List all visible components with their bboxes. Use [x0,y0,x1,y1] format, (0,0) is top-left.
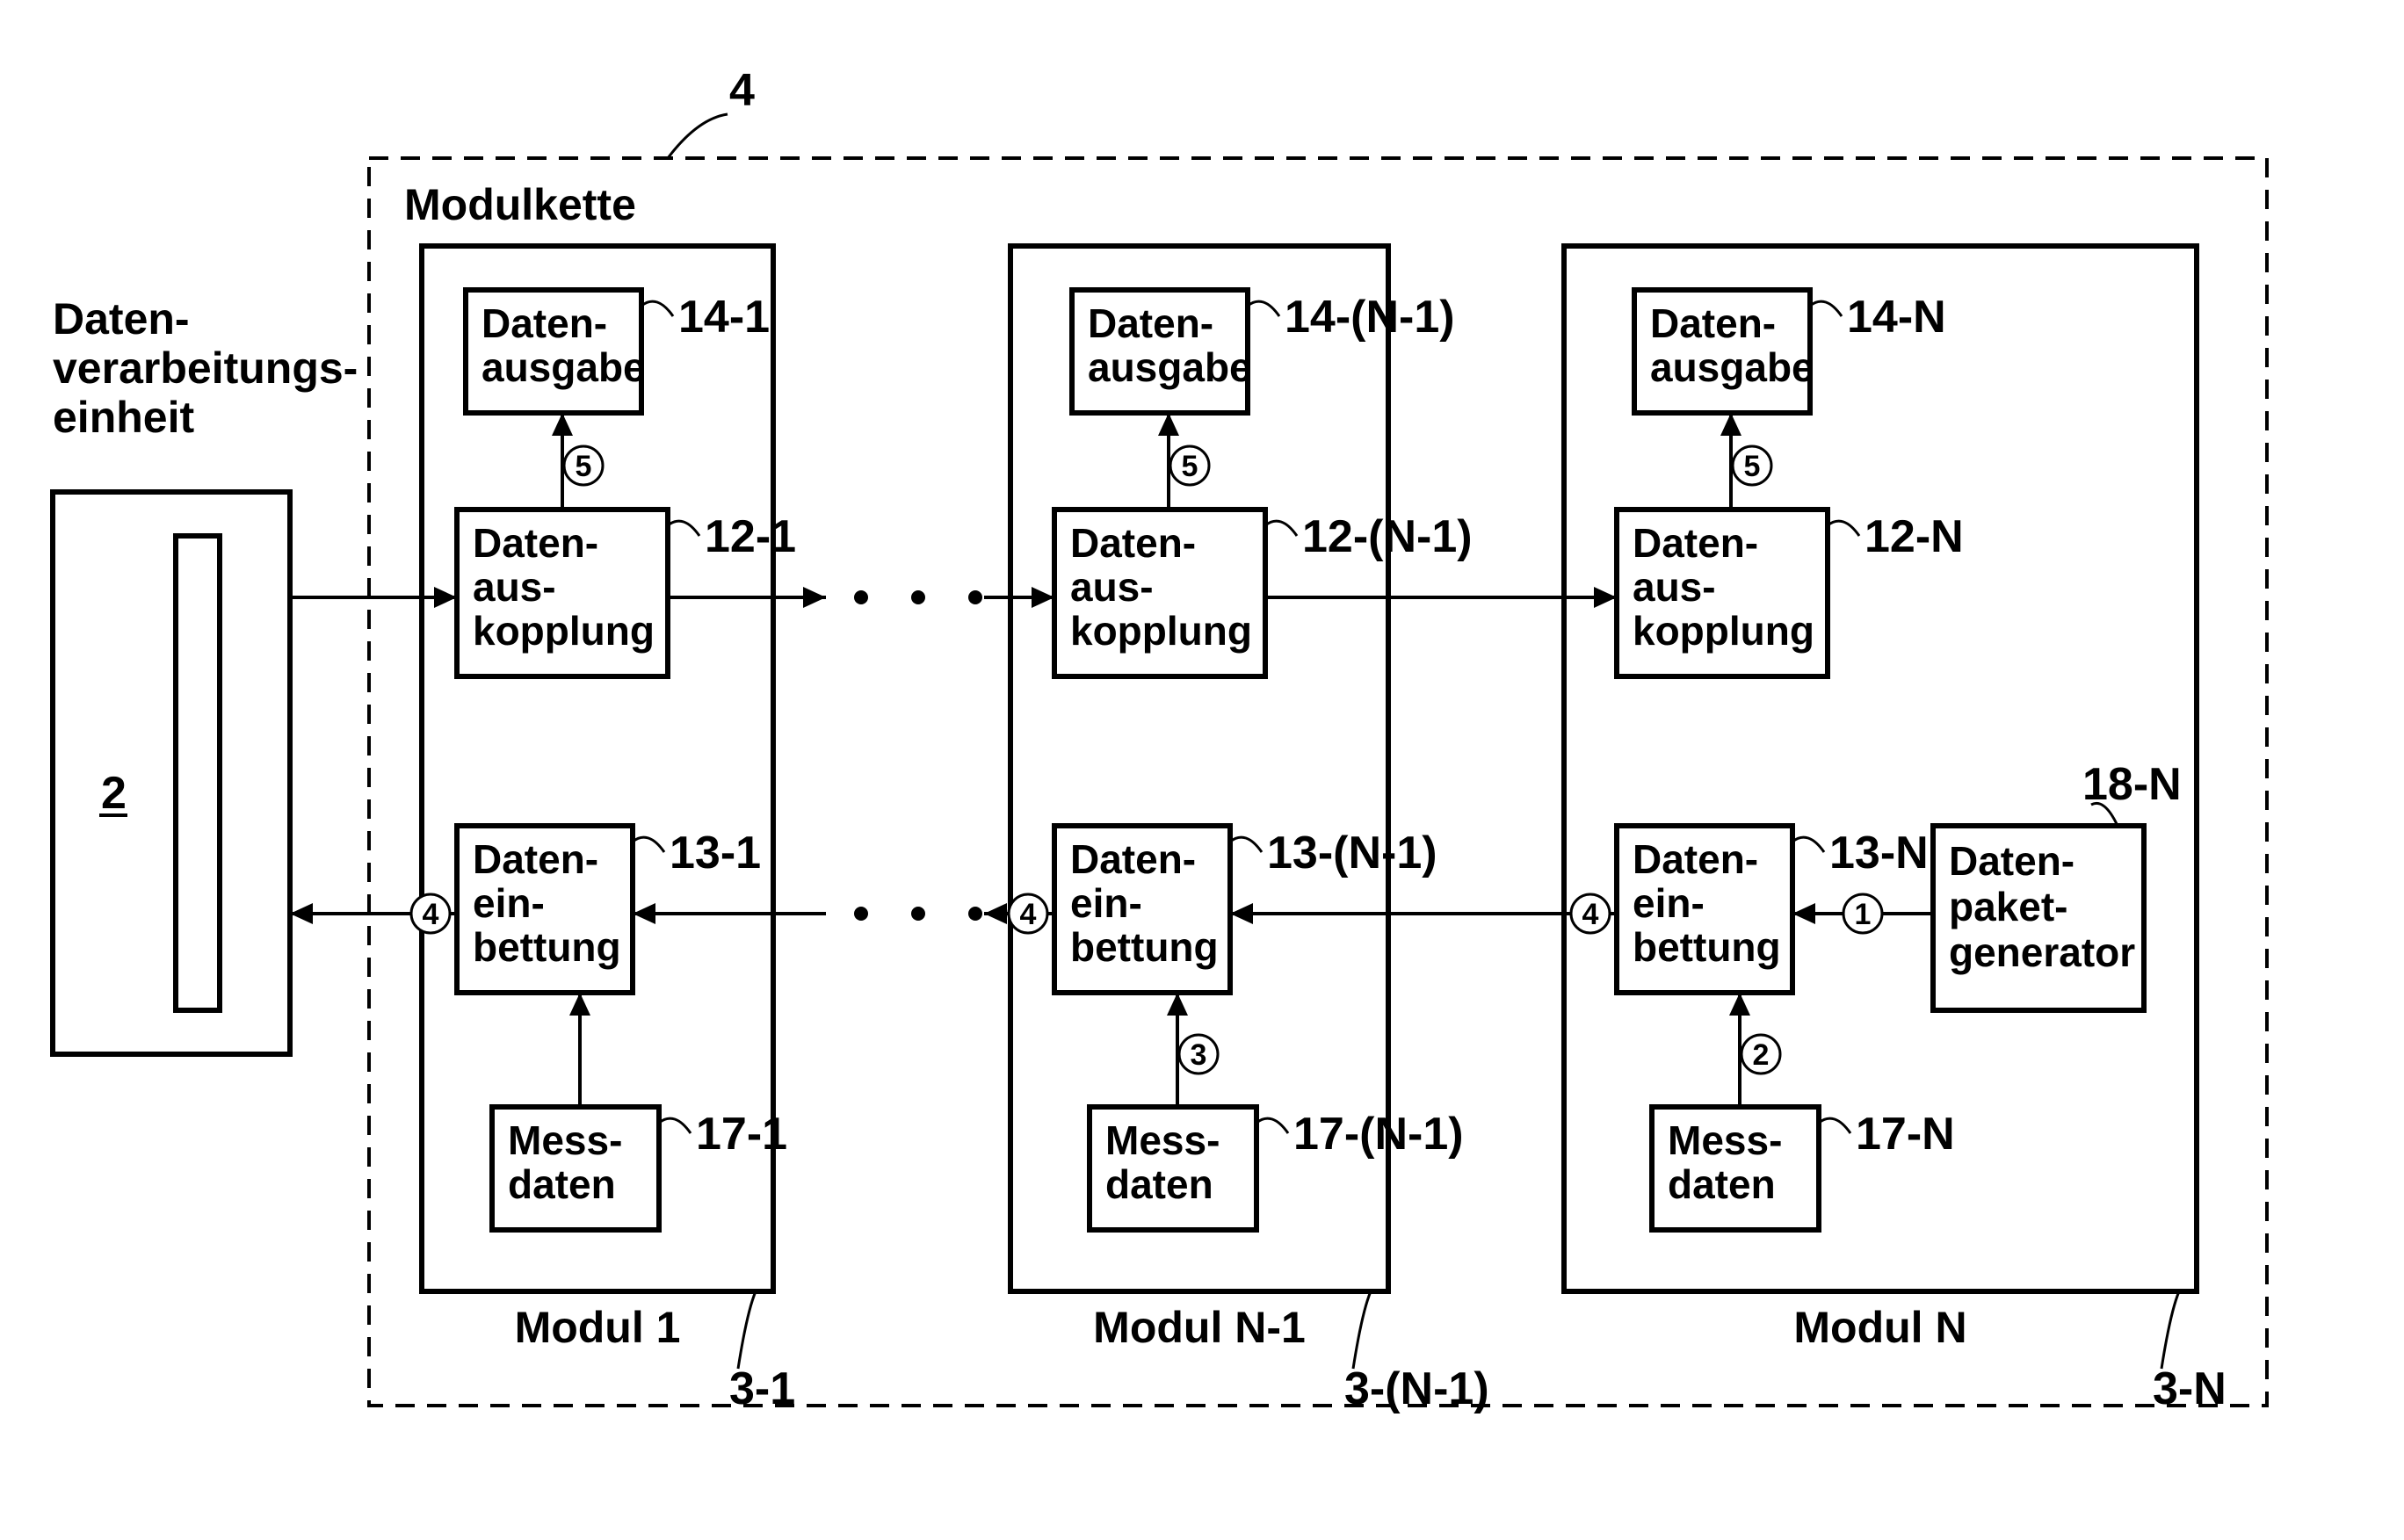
svg-text:Daten-: Daten- [1949,838,2075,884]
data-processing-unit: Daten-verarbeitungs-einheit 2 [53,294,358,1054]
svg-text:generator: generator [1949,929,2135,975]
svg-text:12-1: 12-1 [705,511,796,562]
svg-text:14-1: 14-1 [678,292,770,343]
svg-text:Modul 1: Modul 1 [515,1303,681,1352]
svg-text:17-1: 17-1 [696,1109,787,1160]
svg-text:1: 1 [1855,898,1872,931]
svg-text:13-1: 13-1 [670,828,761,878]
svg-text:kopplung: kopplung [473,608,655,654]
svg-text:ein-: ein- [1633,880,1705,926]
svg-text:bettung: bettung [1070,924,1219,970]
svg-text:14-(N-1): 14-(N-1) [1285,292,1455,343]
svg-text:3-1: 3-1 [729,1363,795,1414]
svg-text:Daten-: Daten- [1633,520,1758,566]
svg-text:Daten-: Daten- [53,294,190,343]
svg-text:Daten-: Daten- [1070,520,1196,566]
svg-text:Daten-: Daten- [1088,300,1213,346]
svg-text:Modulkette: Modulkette [404,180,636,229]
svg-text:ein-: ein- [473,880,545,926]
svg-text:daten: daten [1105,1161,1213,1207]
svg-text:14-N: 14-N [1847,292,1946,343]
svg-text:13-(N-1): 13-(N-1) [1267,828,1437,878]
svg-text:bettung: bettung [473,924,621,970]
svg-text:bettung: bettung [1633,924,1781,970]
svg-text:Daten-: Daten- [1650,300,1776,346]
module-modN: Daten-ausgabe 14-N Daten-aus-kopplung 12-N D… [1564,246,2227,1414]
svg-text:verarbeitungs-: verarbeitungs- [53,343,358,393]
svg-text:ausgabe: ausgabe [1088,344,1252,390]
module-mod1: Daten-ausgabe 14-1 Daten-aus-kopplung 12-1 D… [422,246,796,1414]
svg-text:4: 4 [729,65,755,116]
svg-text:13-N: 13-N [1829,828,1929,878]
svg-text:paket-: paket- [1949,884,2067,929]
svg-text:2: 2 [1753,1038,1770,1072]
svg-text:17-N: 17-N [1856,1109,1955,1160]
modulkette-container: Modulkette 4 [369,65,2267,1406]
svg-text:3: 3 [1191,1038,1207,1072]
svg-text:Daten-: Daten- [1633,836,1758,882]
svg-text:aus-: aus- [473,564,556,610]
svg-text:Mess-: Mess- [508,1117,622,1163]
svg-text:Mess-: Mess- [1668,1117,1782,1163]
svg-text:Daten-: Daten- [482,300,607,346]
svg-text:4: 4 [1582,898,1599,931]
svg-text:3-(N-1): 3-(N-1) [1344,1363,1489,1414]
svg-text:4: 4 [423,898,439,931]
svg-text:5: 5 [1744,450,1761,483]
svg-text:aus-: aus- [1633,564,1716,610]
svg-text:12-(N-1): 12-(N-1) [1302,511,1473,562]
svg-text:5: 5 [1182,450,1198,483]
svg-text:3-N: 3-N [2153,1363,2227,1414]
svg-text:Mess-: Mess- [1105,1117,1220,1163]
svg-text:17-(N-1): 17-(N-1) [1293,1109,1464,1160]
svg-text:Daten-: Daten- [473,836,598,882]
svg-text:4: 4 [1020,898,1037,931]
svg-text:daten: daten [1668,1161,1776,1207]
svg-text:12-N: 12-N [1865,511,1964,562]
svg-text:kopplung: kopplung [1070,608,1252,654]
svg-text:einheit: einheit [53,393,194,442]
svg-text:daten: daten [508,1161,616,1207]
svg-text:Daten-: Daten- [1070,836,1196,882]
svg-text:ein-: ein- [1070,880,1142,926]
svg-text:ausgabe: ausgabe [1650,344,1814,390]
svg-text:Modul N: Modul N [1793,1303,1966,1352]
svg-text:aus-: aus- [1070,564,1154,610]
svg-text:ausgabe: ausgabe [482,344,646,390]
module-modNm1: Daten-ausgabe 14-(N-1) Daten-aus-kopplung 1… [1010,246,1489,1414]
svg-text:Modul N-1: Modul N-1 [1093,1303,1306,1352]
svg-text:kopplung: kopplung [1633,608,1814,654]
svg-text:5: 5 [576,450,592,483]
svg-text:Daten-: Daten- [473,520,598,566]
svg-text:2: 2 [101,768,127,819]
